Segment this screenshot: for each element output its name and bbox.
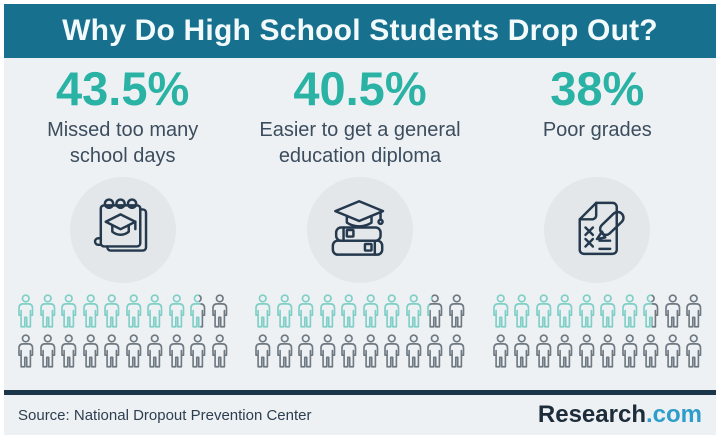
person-icon [514, 334, 530, 368]
person-icon [492, 334, 509, 368]
books-graduation-icon [331, 200, 385, 257]
person-icon [61, 334, 77, 368]
person-icon [406, 334, 422, 368]
header-bar: Why Do High School Students Drop Out? [4, 4, 716, 58]
person-icon [363, 294, 379, 328]
person-icon [514, 294, 530, 328]
person-icon [104, 294, 120, 328]
person-icon [298, 294, 314, 328]
person-icon [82, 334, 98, 368]
stat-label: Missed too many school days [47, 119, 199, 168]
person-icon [277, 294, 293, 328]
footer: Source: National Dropout Prevention Cent… [4, 395, 716, 435]
person-icon [125, 294, 141, 328]
stat-column-missed-days: 43.5% Missed too many school days [4, 58, 241, 390]
person-icon [147, 334, 163, 368]
person-icon [255, 334, 271, 368]
person-icon [320, 294, 336, 328]
person-icon [664, 294, 681, 328]
person-icon [104, 334, 120, 368]
stat-percent: 38% [550, 62, 645, 115]
source-text: Source: National Dropout Prevention Cent… [18, 406, 312, 424]
person-icon [277, 334, 293, 368]
person-icon [535, 334, 552, 368]
person-icon [384, 294, 400, 328]
person-icon [664, 334, 681, 368]
person-icon [125, 334, 141, 368]
person-icon [492, 294, 509, 328]
stat-percent: 43.5% [56, 62, 190, 115]
person-icon [557, 294, 573, 328]
person-icon [255, 294, 271, 328]
person-icon [384, 334, 400, 368]
pictogram-poor-grades [489, 293, 705, 369]
stats-row: 43.5% Missed too many school days 40.5% … [4, 58, 716, 390]
person-icon [449, 334, 465, 368]
brand-tld: .com [645, 401, 702, 428]
page-title: Why Do High School Students Drop Out? [62, 14, 658, 47]
notepad-graduation-icon [93, 198, 147, 253]
person-icon [557, 334, 573, 368]
person-icon [39, 334, 55, 368]
person-icon [578, 334, 595, 368]
research-logo[interactable]: Research.com [538, 401, 702, 429]
person-icon [621, 334, 638, 368]
person-icon [449, 294, 465, 328]
stat-label: Poor grades [542, 119, 652, 142]
person-icon [18, 294, 34, 328]
person-icon [18, 334, 34, 368]
stat-percent: 40.5% [293, 62, 427, 115]
person-icon [39, 294, 55, 328]
person-icon [147, 294, 163, 328]
brand-name: Research [537, 401, 646, 428]
icon-circle [306, 177, 413, 284]
person-icon [168, 294, 184, 328]
person-icon [686, 294, 702, 328]
person-icon [643, 334, 659, 368]
person-icon [320, 334, 336, 368]
exam-x-marks-icon [578, 201, 626, 256]
person-icon [600, 294, 616, 328]
person-icon [211, 294, 227, 328]
stat-label: Easier to get a general education diplom… [259, 119, 461, 168]
person-icon [578, 294, 595, 328]
person-icon [190, 294, 206, 328]
person-icon [341, 334, 357, 368]
person-icon [341, 294, 357, 328]
person-icon [211, 334, 227, 368]
person-icon [427, 334, 443, 368]
person-icon [406, 294, 422, 328]
person-icon [298, 334, 314, 368]
pictogram-missed-days [15, 293, 231, 369]
stat-column-poor-grades: 38% Poor grades [479, 58, 716, 390]
stat-column-ged-easier: 40.5% Easier to get a general education … [241, 58, 478, 390]
person-icon [535, 294, 552, 328]
person-icon [600, 334, 616, 368]
person-icon [621, 294, 638, 328]
person-icon [168, 334, 184, 368]
person-icon [82, 294, 98, 328]
icon-circle [544, 177, 651, 284]
pictogram-ged-easier [252, 293, 468, 369]
divider-bar [4, 390, 716, 395]
person-icon [190, 334, 206, 368]
person-icon [686, 334, 702, 368]
icon-circle [69, 177, 176, 284]
person-icon [363, 334, 379, 368]
person-icon [61, 294, 77, 328]
person-icon [643, 294, 659, 328]
person-icon [427, 294, 443, 328]
